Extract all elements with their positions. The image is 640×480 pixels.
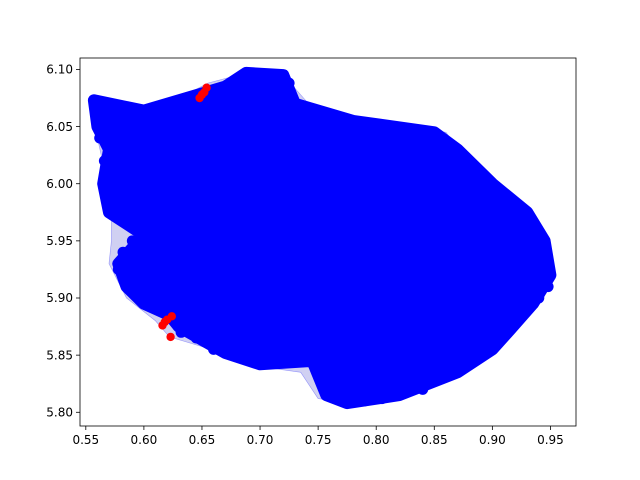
inlier-point [301, 109, 312, 121]
x-tick-label: 0.70 [247, 433, 274, 447]
inlier-point [405, 132, 417, 144]
inlier-point [138, 121, 150, 133]
inlier-point [126, 286, 138, 298]
inlier-point [184, 121, 196, 133]
inlier-point [469, 349, 481, 361]
inlier-point [417, 383, 429, 395]
inlier-point [463, 166, 475, 178]
inlier-point [208, 343, 220, 355]
inlier-point [382, 132, 394, 144]
inlier-point [105, 126, 117, 138]
inlier-point [118, 275, 130, 287]
inlier-point [173, 134, 185, 146]
inlier-point [126, 235, 138, 247]
x-tick-label: 0.65 [189, 433, 216, 447]
inlier-point [112, 263, 124, 275]
inlier-point [89, 100, 101, 112]
inlier-point [98, 155, 110, 167]
inlier-point [539, 246, 551, 258]
inlier-point [144, 292, 156, 304]
y-tick-label: 5.80 [46, 405, 73, 419]
x-axis: 0.55 0.60 0.65 0.70 0.75 0.80 0.85 0.90 0.95 [72, 426, 564, 447]
y-tick-label: 5.95 [46, 234, 73, 248]
inlier-point [161, 126, 173, 138]
inlier-point [324, 111, 336, 123]
inlier-point [266, 81, 278, 93]
inlier-points-mass [87, 66, 557, 410]
inlier-point [126, 121, 138, 133]
y-axis: 5.80 5.85 5.90 5.95 6.00 6.05 6.10 [46, 63, 80, 419]
outlier-point [195, 93, 204, 103]
inlier-point [105, 189, 117, 201]
inlier-point [542, 281, 554, 293]
inlier-point [507, 195, 519, 207]
inlier-point [527, 218, 539, 230]
outlier-point [202, 83, 211, 92]
inlier-point [190, 332, 202, 344]
outlier-point [160, 317, 169, 327]
inlier-point [109, 166, 121, 178]
inlier-point [217, 86, 229, 98]
y-tick-label: 5.90 [46, 291, 73, 305]
inlier-point [242, 351, 254, 363]
inlier-point [452, 155, 463, 167]
y-tick-label: 5.85 [46, 348, 73, 362]
inlier-point [121, 218, 132, 230]
inlier-point [533, 292, 545, 304]
y-tick-label: 6.05 [46, 120, 73, 134]
outlier-point [166, 332, 175, 342]
inlier-point [277, 355, 289, 367]
inlier-point [229, 77, 240, 89]
inlier-point [434, 132, 446, 144]
inlier-point [283, 77, 295, 89]
y-tick-label: 6.10 [46, 63, 73, 77]
inlier-point [330, 393, 342, 405]
inlier-point [254, 75, 266, 87]
x-tick-label: 0.55 [72, 433, 99, 447]
inlier-point [440, 366, 452, 378]
inlier-point [205, 98, 217, 110]
inlier-point [150, 115, 161, 127]
inlier-point [144, 226, 156, 238]
inlier-point [109, 115, 121, 127]
inlier-point [98, 109, 110, 121]
inlier-point [515, 309, 527, 321]
x-tick-label: 0.75 [305, 433, 332, 447]
inlier-point [301, 349, 312, 361]
data-layer [87, 66, 557, 410]
x-tick-label: 0.90 [479, 433, 506, 447]
inlier-point [359, 395, 371, 407]
inlier-point [155, 301, 167, 313]
inlier-point [376, 393, 388, 405]
inlier-point [117, 246, 129, 258]
x-tick-label: 0.60 [131, 433, 158, 447]
x-tick-label: 0.80 [363, 433, 390, 447]
x-tick-label: 0.85 [421, 433, 448, 447]
outlier-point [167, 312, 176, 321]
inlier-point [359, 123, 371, 135]
axes-frame [79, 57, 577, 427]
inlier-point [492, 332, 504, 344]
inlier-point [94, 132, 106, 144]
y-tick-label: 6.00 [46, 177, 73, 191]
inlier-point [175, 326, 187, 338]
inlier-point [486, 183, 498, 195]
x-tick-label: 0.95 [537, 433, 564, 447]
